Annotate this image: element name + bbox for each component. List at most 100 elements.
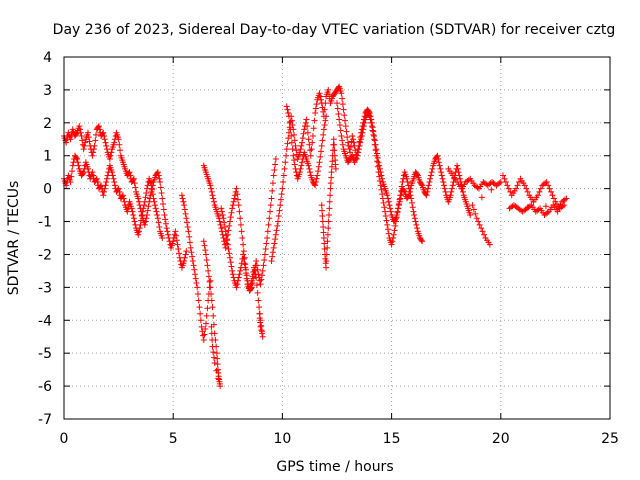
data-point bbox=[159, 235, 166, 241]
data-point bbox=[301, 126, 308, 133]
data-point bbox=[359, 123, 366, 130]
data-point bbox=[119, 192, 126, 199]
data-point bbox=[214, 355, 221, 362]
data-point bbox=[526, 203, 533, 210]
data-point bbox=[375, 159, 382, 166]
series-track-l bbox=[499, 172, 570, 218]
data-point bbox=[180, 198, 187, 205]
data-point bbox=[204, 305, 211, 312]
data-point bbox=[211, 360, 218, 367]
data-point bbox=[387, 208, 394, 215]
data-point bbox=[384, 192, 391, 199]
data-point bbox=[228, 209, 235, 216]
data-point bbox=[131, 180, 138, 187]
data-point bbox=[189, 253, 196, 260]
data-point bbox=[304, 123, 311, 130]
data-point bbox=[223, 232, 230, 239]
data-point bbox=[392, 215, 399, 222]
data-point bbox=[292, 142, 299, 149]
data-point bbox=[203, 256, 210, 263]
data-point bbox=[242, 264, 249, 271]
data-point bbox=[399, 179, 406, 186]
data-point bbox=[366, 108, 373, 115]
data-point bbox=[144, 207, 151, 214]
data-point bbox=[80, 146, 87, 153]
series-track-c bbox=[178, 192, 214, 344]
data-point bbox=[143, 185, 150, 192]
data-point bbox=[390, 231, 397, 238]
data-point bbox=[412, 218, 419, 225]
data-point bbox=[306, 165, 313, 172]
data-point bbox=[355, 142, 362, 149]
data-point bbox=[220, 215, 227, 222]
data-point bbox=[192, 271, 199, 278]
data-point bbox=[404, 179, 411, 186]
data-point bbox=[213, 350, 220, 357]
data-point bbox=[289, 146, 296, 153]
data-point bbox=[265, 221, 272, 228]
data-point bbox=[414, 171, 421, 178]
data-point bbox=[228, 263, 235, 270]
data-point bbox=[208, 297, 215, 304]
data-point bbox=[287, 118, 294, 125]
data-point bbox=[321, 106, 328, 113]
data-point bbox=[435, 159, 442, 166]
data-point bbox=[513, 185, 520, 192]
data-point bbox=[411, 215, 418, 222]
data-point bbox=[313, 101, 320, 108]
data-point bbox=[195, 297, 202, 304]
data-point bbox=[207, 277, 214, 284]
data-point bbox=[160, 206, 167, 213]
data-point bbox=[320, 126, 327, 133]
data-point bbox=[297, 165, 304, 172]
data-point bbox=[209, 337, 216, 344]
data-point bbox=[268, 258, 275, 265]
data-point bbox=[149, 191, 156, 198]
data-point bbox=[344, 134, 351, 141]
data-point bbox=[392, 216, 399, 223]
data-point bbox=[251, 267, 258, 274]
x-tick-label: 10 bbox=[273, 431, 291, 447]
data-point bbox=[330, 136, 337, 143]
data-point bbox=[183, 248, 190, 255]
data-point bbox=[317, 148, 324, 155]
data-point bbox=[383, 217, 390, 224]
x-tick-label: 5 bbox=[169, 431, 178, 447]
data-point bbox=[395, 205, 402, 212]
data-point bbox=[210, 349, 217, 356]
data-point bbox=[239, 235, 246, 241]
data-point bbox=[208, 188, 215, 195]
data-point bbox=[68, 173, 75, 180]
data-point bbox=[329, 158, 336, 165]
data-point bbox=[101, 136, 108, 143]
data-point bbox=[155, 172, 162, 179]
data-point bbox=[534, 192, 541, 199]
data-point bbox=[218, 225, 225, 232]
data-point bbox=[563, 195, 570, 202]
data-point bbox=[186, 233, 193, 240]
data-point bbox=[185, 228, 192, 235]
data-point bbox=[475, 218, 482, 225]
data-point bbox=[74, 159, 81, 166]
data-point bbox=[349, 132, 356, 139]
data-point bbox=[173, 232, 180, 239]
data-point bbox=[390, 235, 397, 241]
data-point bbox=[305, 136, 312, 143]
data-point bbox=[454, 162, 461, 169]
data-point bbox=[205, 273, 212, 280]
data-point bbox=[284, 106, 291, 113]
data-point bbox=[389, 238, 396, 245]
data-point bbox=[357, 139, 364, 146]
data-point bbox=[406, 192, 413, 199]
data-point bbox=[378, 172, 385, 179]
data-point bbox=[101, 132, 108, 139]
data-point bbox=[135, 198, 142, 205]
data-point bbox=[285, 109, 292, 116]
data-point bbox=[374, 154, 381, 161]
data-point bbox=[368, 116, 375, 123]
data-point bbox=[235, 202, 242, 209]
data-point bbox=[214, 361, 221, 368]
data-point bbox=[175, 245, 182, 252]
data-point bbox=[200, 337, 207, 344]
